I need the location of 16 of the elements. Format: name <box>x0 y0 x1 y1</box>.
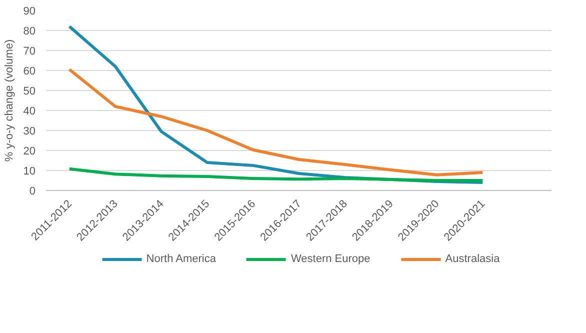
y-tick-label: 60 <box>23 66 36 78</box>
y-axis-title: % y-o-y change (volume) <box>3 39 16 162</box>
line-series <box>68 167 484 182</box>
y-tick-label: 30 <box>23 126 36 138</box>
y-tick-label: 0 <box>29 186 36 198</box>
legend-label: Australasia <box>445 253 500 265</box>
legend-label: North America <box>146 253 216 265</box>
y-tick-label: 70 <box>23 46 36 58</box>
y-tick-label: 10 <box>23 166 36 178</box>
line-series <box>68 68 484 176</box>
legend-label: Western Europe <box>290 253 370 265</box>
y-tick-label: 90 <box>23 6 36 18</box>
y-tick-label: 20 <box>23 146 36 158</box>
y-tick-label: 50 <box>23 86 36 98</box>
y-tick-label: 40 <box>23 106 36 118</box>
y-tick-label: 80 <box>23 26 36 38</box>
